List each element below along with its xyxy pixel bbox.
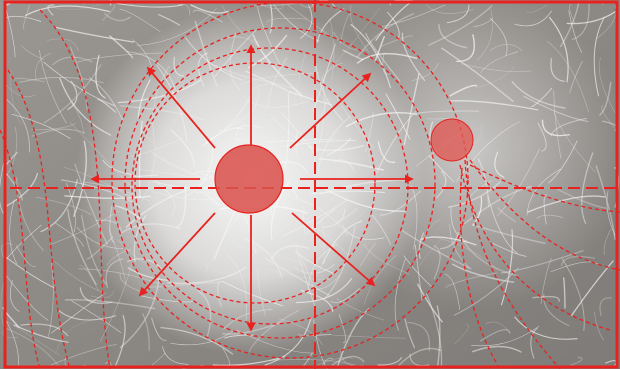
arrow-down-right	[291, 212, 376, 287]
sink-line-1	[464, 159, 561, 369]
sink-line-3	[469, 159, 620, 271]
flow-circle-inner	[131, 47, 409, 325]
crosshair-lines	[10, 0, 620, 369]
left-curve-3	[0, 129, 41, 369]
radial-arrows	[90, 44, 414, 332]
sink-line-4	[459, 167, 501, 369]
small-sink-circle	[430, 118, 474, 162]
flow-circle-mid	[124, 27, 436, 339]
large-source-circle	[214, 144, 284, 214]
left-curve-1	[7, 69, 71, 369]
image-border	[3, 0, 619, 369]
flow-circle-outer	[111, 1, 469, 359]
arrow-up-left	[146, 66, 216, 149]
arrow-down-left	[138, 212, 216, 297]
arrow-up-right	[289, 72, 372, 149]
flow-circle-core	[134, 62, 376, 304]
